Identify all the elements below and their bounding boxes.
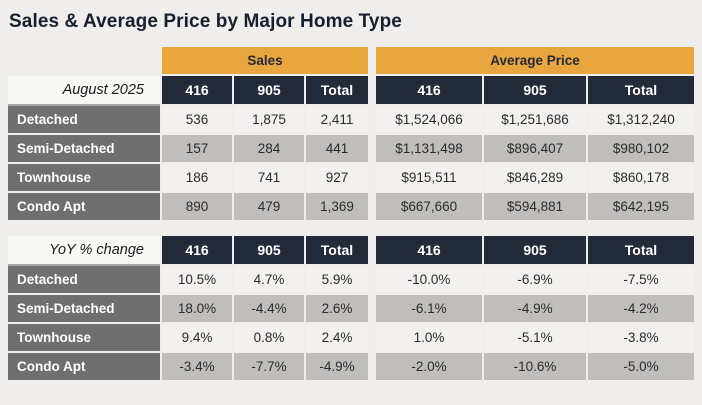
group-gap: [370, 164, 374, 191]
group-gap: [370, 135, 374, 162]
table-cell: $594,881: [484, 193, 586, 220]
table-cell: $846,289: [484, 164, 586, 191]
table-cell: -4.9%: [484, 295, 586, 322]
row-label-detached: Detached: [8, 266, 160, 293]
table-cell: -7.7%: [234, 353, 304, 380]
row-label-detached: Detached: [8, 106, 160, 133]
section-label-august-2025: August 2025: [8, 76, 160, 104]
table-cell: $1,524,066: [376, 106, 482, 133]
table-cell: 0.8%: [234, 324, 304, 351]
table-cell: -10.6%: [484, 353, 586, 380]
table-cell: 2.4%: [306, 324, 368, 351]
table-cell: 9.4%: [162, 324, 232, 351]
table-cell: $860,178: [588, 164, 694, 191]
corner-spacer: [8, 47, 160, 74]
table-cell: -4.9%: [306, 353, 368, 380]
table-cell: 157: [162, 135, 232, 162]
column-header-sales-total: Total: [306, 236, 368, 264]
row-label-townhouse: Townhouse: [8, 164, 160, 191]
table-cell: 1,875: [234, 106, 304, 133]
column-header-price-416: 416: [376, 76, 482, 104]
table-cell: -3.4%: [162, 353, 232, 380]
table-cell: 2.6%: [306, 295, 368, 322]
table-cell: $915,511: [376, 164, 482, 191]
row-label-semi-detached: Semi-Detached: [8, 135, 160, 162]
column-header-sales-905: 905: [234, 236, 304, 264]
row-label-townhouse: Townhouse: [8, 324, 160, 351]
table-cell: -10.0%: [376, 266, 482, 293]
table-cell: $896,407: [484, 135, 586, 162]
group-gap: [370, 295, 374, 322]
table-cell: -5.0%: [588, 353, 694, 380]
table-cell: $667,660: [376, 193, 482, 220]
table-cell: $1,312,240: [588, 106, 694, 133]
table-cell: 1.0%: [376, 324, 482, 351]
table-cell: -2.0%: [376, 353, 482, 380]
table-cell: 10.5%: [162, 266, 232, 293]
table-cell: 4.7%: [234, 266, 304, 293]
table-cell: 890: [162, 193, 232, 220]
table-cell: -6.9%: [484, 266, 586, 293]
column-header-price-total: Total: [588, 76, 694, 104]
table-cell: -5.1%: [484, 324, 586, 351]
table-cell: $1,251,686: [484, 106, 586, 133]
table-cell: 441: [306, 135, 368, 162]
table-cell: -7.5%: [588, 266, 694, 293]
table-cell: 186: [162, 164, 232, 191]
group-gap: [370, 353, 374, 380]
table-cell: 18.0%: [162, 295, 232, 322]
page-title: Sales & Average Price by Major Home Type: [9, 11, 402, 32]
table-cell: 5.9%: [306, 266, 368, 293]
group-gap: [370, 47, 374, 74]
table-cell: $980,102: [588, 135, 694, 162]
table-cell: 536: [162, 106, 232, 133]
group-gap: [370, 324, 374, 351]
table-cell: 741: [234, 164, 304, 191]
group-header-sales: Sales: [162, 47, 368, 74]
group-gap: [370, 236, 374, 264]
column-header-sales-416: 416: [162, 236, 232, 264]
table-cell: 927: [306, 164, 368, 191]
group-gap: [370, 193, 374, 220]
table-cell: $1,131,498: [376, 135, 482, 162]
table-cell: -4.4%: [234, 295, 304, 322]
column-header-price-416: 416: [376, 236, 482, 264]
home-type-table: Sales Average Price August 2025 416 905 …: [8, 47, 694, 380]
table-cell: 479: [234, 193, 304, 220]
table-cell: -4.2%: [588, 295, 694, 322]
column-header-price-905: 905: [484, 76, 586, 104]
row-label-semi-detached: Semi-Detached: [8, 295, 160, 322]
group-gap: [370, 76, 374, 104]
table-cell: -3.8%: [588, 324, 694, 351]
table-cell: 2,411: [306, 106, 368, 133]
section-label-yoy-change: YoY % change: [8, 236, 160, 264]
table-cell: 1,369: [306, 193, 368, 220]
column-header-price-905: 905: [484, 236, 586, 264]
section-divider: [8, 222, 694, 234]
table-cell: 284: [234, 135, 304, 162]
table-cell: $642,195: [588, 193, 694, 220]
group-gap: [370, 266, 374, 293]
column-header-sales-total: Total: [306, 76, 368, 104]
row-label-condo-apt: Condo Apt: [8, 193, 160, 220]
column-header-sales-416: 416: [162, 76, 232, 104]
column-header-sales-905: 905: [234, 76, 304, 104]
group-gap: [370, 106, 374, 133]
group-header-average-price: Average Price: [376, 47, 694, 74]
column-header-price-total: Total: [588, 236, 694, 264]
row-label-condo-apt: Condo Apt: [8, 353, 160, 380]
table-cell: -6.1%: [376, 295, 482, 322]
